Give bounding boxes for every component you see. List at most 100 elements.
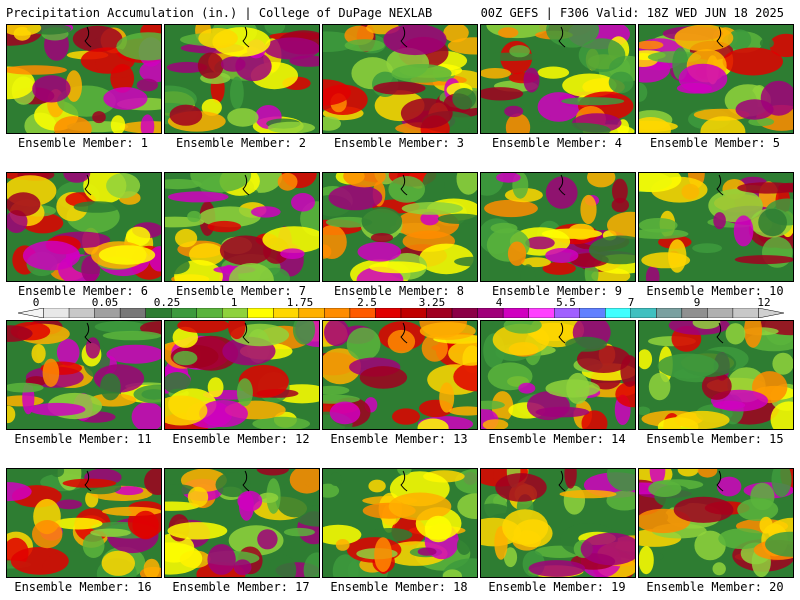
precip-blob [448,340,477,366]
precip-blob [323,524,362,545]
precip-blob [639,173,682,193]
legend-tick-label: 5.5 [556,296,576,309]
precip-blob [373,81,426,95]
precip-blob [215,472,252,498]
precip-blob [502,509,549,545]
precip-blob [264,37,319,60]
precip-blob [335,539,350,551]
precip-blob [443,25,469,43]
precip-blob [29,402,86,416]
precip-blob [615,381,635,408]
precip-blob [187,486,209,508]
precip-blob [758,208,787,237]
precip-blob [453,362,477,392]
precip-blob [230,76,244,110]
precip-blob [700,116,746,133]
precip-blob [701,372,732,400]
precip-blob [420,211,440,226]
legend-swatch [400,308,427,318]
legend-swatch [502,308,529,318]
precip-blob [167,191,229,203]
precip-blob [325,216,373,228]
precip-blob [132,510,159,540]
precip-blob [7,66,35,100]
precip-blob [725,323,746,345]
precip-blob [133,384,161,404]
precip-blob [32,75,71,103]
run-valid-time: 00Z GEFS | F306 Valid: 18Z WED JUN 18 20… [480,6,784,20]
precip-blob [7,325,33,342]
precip-blob [303,552,319,577]
ensemble-member-label: Ensemble Member: 17 [172,580,310,594]
precip-blob [102,330,161,341]
precip-blob [580,194,597,225]
precip-blob [737,182,793,194]
precip-blob [197,52,224,79]
ensemble-map-panel [480,320,636,430]
precip-blob [190,173,252,193]
precip-blob [85,337,101,359]
precipitation-field [323,321,477,429]
legend-swatch [528,308,555,318]
legend-swatch [43,308,70,318]
precip-blob [235,51,272,82]
coastline [242,470,250,492]
chart-title: Precipitation Accumulation (in.) | Colle… [6,6,433,20]
precip-blob [329,472,342,486]
precip-blob [639,218,678,233]
legend-tick-label: 7 [627,296,635,309]
legend-swatch [196,308,223,318]
coastline [558,26,566,48]
coastline [558,174,566,196]
precipitation-field [7,173,161,281]
legend-swatch [222,308,249,318]
precip-blob [292,321,316,345]
precipitation-field [481,173,635,281]
precip-blob [323,348,361,385]
precip-blob [639,117,671,133]
coastline [716,470,724,492]
precip-blob [116,32,161,61]
precip-blob [422,173,445,201]
precip-blob [165,395,208,426]
precip-blob [547,122,611,133]
precip-blob [639,82,648,102]
precip-blob [187,210,202,223]
precip-blob [387,329,416,354]
precip-blob [277,173,298,191]
precipitation-field [639,321,793,429]
legend-swatch [605,308,632,318]
precip-blob [31,344,46,364]
precip-blob [542,261,576,275]
precip-blob [388,176,425,203]
precip-blob [173,350,198,366]
legend-swatch [656,308,683,318]
precip-blob [657,353,719,379]
precip-blob [22,240,81,271]
ensemble-map-panel [322,172,478,282]
precip-blob [106,173,141,199]
precip-blob [565,336,607,352]
precip-blob [228,263,274,281]
precip-blob [236,378,253,407]
precip-blob [56,499,82,510]
precip-blob [770,401,793,429]
ensemble-member-label: Ensemble Member: 12 [172,432,310,446]
legend-tick-label: 12 [757,296,771,309]
ensemble-member-label: Ensemble Member: 15 [646,432,784,446]
precip-blob [207,220,242,233]
precip-blob [131,401,161,429]
precip-blob [251,206,281,218]
ensemble-map-panel [638,468,794,578]
precip-blob [323,394,360,404]
ensemble-member-label: Ensemble Member: 4 [491,136,623,150]
precip-blob [587,173,616,188]
coastline [400,470,408,492]
precip-blob [207,544,236,575]
precip-blob [454,256,477,267]
precip-blob [54,116,92,133]
precip-blob [369,261,427,274]
precip-blob [456,536,472,555]
legend-swatch [170,308,197,318]
precip-blob [668,239,687,273]
